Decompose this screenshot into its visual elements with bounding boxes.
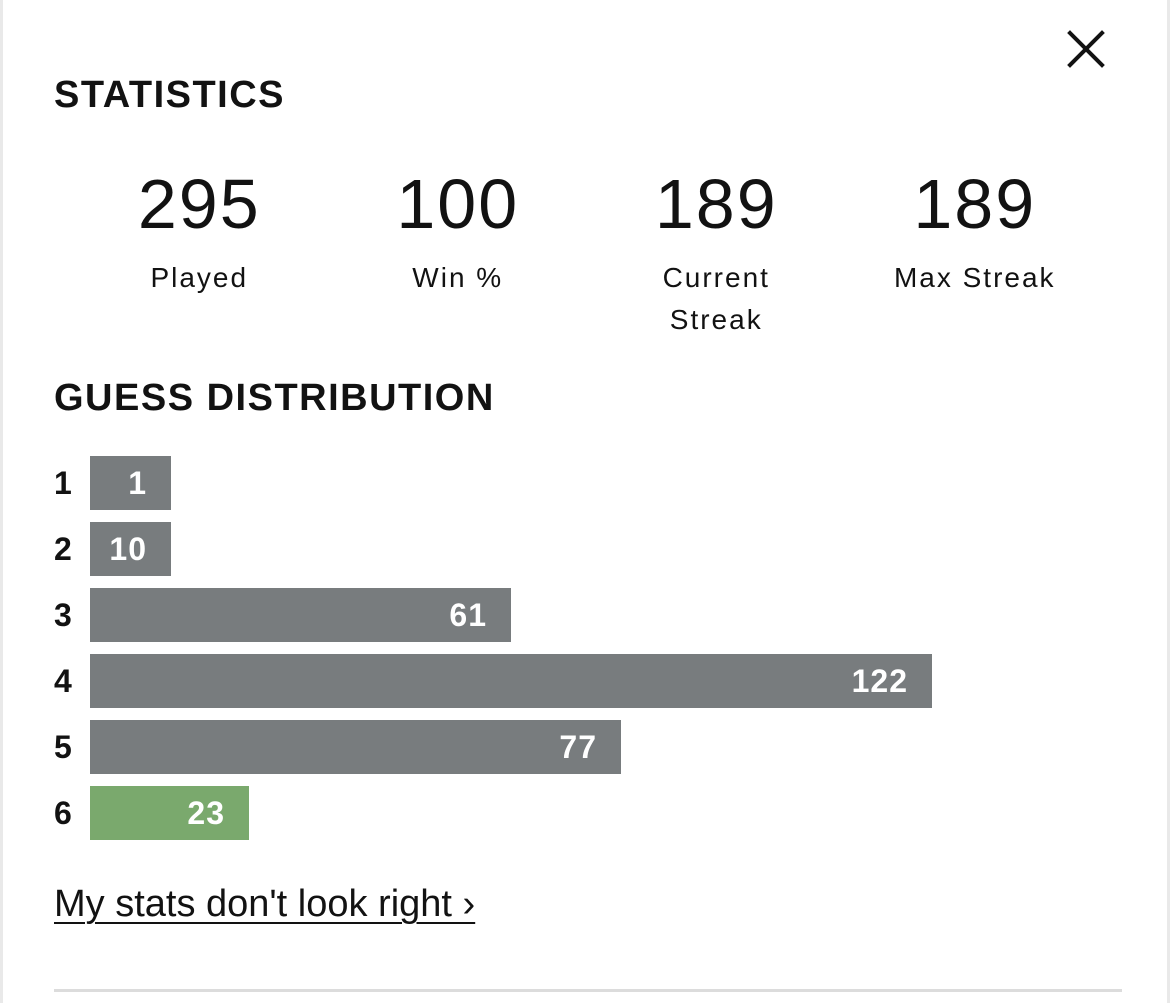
stat-value: 100: [396, 165, 520, 243]
distribution-bar: 61: [90, 588, 511, 642]
distribution-row: 6 23: [54, 786, 1114, 840]
guess-number: 3: [54, 597, 72, 633]
guess-count: 77: [559, 728, 597, 765]
stat-label: Max Streak: [893, 262, 1056, 293]
stat-label: Played: [150, 262, 249, 293]
stat-label: Current Streak: [662, 262, 770, 335]
distribution-row: 3 61: [54, 588, 1114, 642]
distribution-row: 5 77: [54, 720, 1114, 774]
distribution-row: 4 122: [54, 654, 1114, 708]
close-button[interactable]: [1061, 24, 1111, 74]
guess-count: 1: [128, 464, 147, 501]
guess-count: 122: [851, 662, 908, 699]
statistics-title: STATISTICS: [54, 74, 286, 116]
stat-current-streak: 189 Current Streak: [587, 165, 846, 341]
stat-value: 295: [137, 165, 261, 243]
guess-count: 23: [187, 794, 225, 831]
stat-value: 189: [913, 165, 1037, 243]
distribution-bar: 23: [90, 786, 249, 840]
statistics-row: 295 Played 100 Win % 189 Current Streak …: [70, 165, 1104, 341]
distribution-row: 1 1: [54, 456, 1114, 510]
guess-distribution: 1 1 2 10 3 61 4 122 5 77: [54, 456, 1114, 852]
divider: [54, 989, 1122, 992]
guess-count: 10: [109, 530, 147, 567]
stat-win-percent: 100 Win %: [329, 165, 588, 341]
distribution-bar: 10: [90, 522, 171, 576]
distribution-bar: 1: [90, 456, 171, 510]
close-icon: [1067, 30, 1105, 68]
guess-number: 5: [54, 729, 72, 765]
guess-number: 6: [54, 795, 72, 831]
guess-number: 4: [54, 663, 72, 699]
stat-played: 295 Played: [70, 165, 329, 341]
stat-max-streak: 189 Max Streak: [846, 165, 1105, 341]
stats-help-link[interactable]: My stats don't look right ›: [54, 883, 476, 925]
guess-number: 2: [54, 531, 72, 567]
guess-number: 1: [54, 465, 72, 501]
guess-count: 61: [449, 596, 487, 633]
distribution-bar: 77: [90, 720, 621, 774]
stat-label: Win %: [412, 262, 504, 293]
distribution-row: 2 10: [54, 522, 1114, 576]
stat-value: 189: [654, 165, 778, 243]
guess-distribution-title: GUESS DISTRIBUTION: [54, 377, 495, 419]
distribution-bar: 122: [90, 654, 932, 708]
